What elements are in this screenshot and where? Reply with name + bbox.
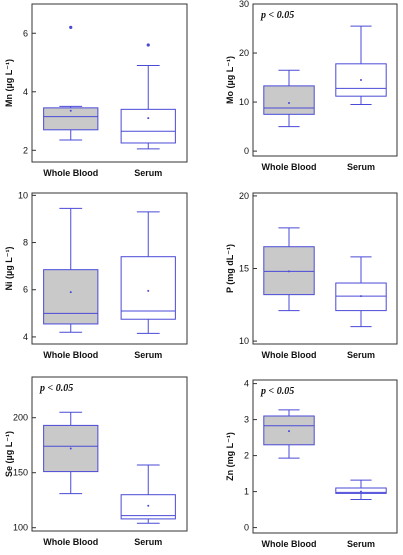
category-label-se-whole-blood: Whole Blood <box>43 537 98 547</box>
box-p-whole-blood <box>263 227 315 312</box>
y-tick-label-ni: 6 <box>23 285 28 295</box>
y-tick-label-mo: 10 <box>239 97 249 107</box>
panel-ni: 4 6 8 10 Ni (µg L⁻¹) Whole Blood Serum <box>4 190 188 360</box>
box-se-whole-blood <box>43 411 99 495</box>
outlier-point <box>69 25 73 30</box>
y-tick-label-se: 200 <box>13 413 28 423</box>
box-zn-whole-blood <box>263 409 315 459</box>
y-tick-label-p: 20 <box>239 191 249 201</box>
plot-frame-zn <box>252 379 398 534</box>
significance-label-mo: p < 0.05 <box>260 10 294 21</box>
y-tick-label-p: 10 <box>239 336 249 346</box>
box-zn-serum <box>335 479 387 501</box>
category-label-mo-serum: Serum <box>347 162 375 172</box>
box-iqr <box>120 494 176 520</box>
category-label-ni-serum: Serum <box>134 350 162 360</box>
y-tick-label-zn: 0 <box>244 523 249 533</box>
y-tick-label-ni: 4 <box>23 332 28 342</box>
box-ni-whole-blood <box>43 207 99 333</box>
category-label-ni-whole-blood: Whole Blood <box>43 350 98 360</box>
y-tick-label-mo: 30 <box>239 0 249 9</box>
category-label-mn-whole-blood: Whole Blood <box>43 168 98 178</box>
category-label-se-serum: Serum <box>134 537 162 547</box>
significance-label-se: p < 0.05 <box>39 383 73 394</box>
y-tick-label-zn: 1 <box>244 487 249 497</box>
y-axis-label-mo: Mo (µg L⁻¹) <box>225 56 235 104</box>
y-axis-label-zn: Zn (mg L⁻¹) <box>225 432 235 481</box>
category-label-mo-whole-blood: Whole Blood <box>262 162 317 172</box>
mean-marker <box>360 295 362 298</box>
mean-marker <box>360 79 362 81</box>
box-mo-serum <box>335 25 387 106</box>
panel-se: 100 150 200 Se (µg L⁻¹) p < 0.05 Whole Blood S… <box>4 376 188 547</box>
box-mo-whole-blood <box>263 69 315 128</box>
mean-marker <box>147 117 150 120</box>
box-iqr <box>43 107 99 131</box>
box-iqr <box>263 415 315 446</box>
box-ni-serum <box>120 211 176 334</box>
category-label-p-whole-blood: Whole Blood <box>262 350 317 360</box>
mean-marker <box>288 430 290 433</box>
mean-marker <box>69 291 72 294</box>
category-label-zn-serum: Serum <box>347 539 375 549</box>
y-tick-label-zn: 2 <box>244 451 249 461</box>
y-axis-label-ni: Ni (µg L⁻¹) <box>4 247 14 291</box>
significance-label-zn: p < 0.05 <box>260 386 294 397</box>
mean-marker <box>69 447 72 450</box>
panel-zn: 0 1 2 3 4 Zn (mg L⁻¹) p < 0.05 Whole Blood Serum <box>225 379 398 549</box>
y-tick-label-mn: 6 <box>23 28 28 38</box>
outlier-point <box>146 43 150 47</box>
mean-marker <box>147 289 150 292</box>
category-label-zn-whole-blood: Whole Blood <box>262 539 317 549</box>
y-tick-label-ni: 8 <box>23 238 28 248</box>
box-se-serum <box>120 464 176 524</box>
mean-marker <box>147 504 150 507</box>
box-iqr <box>263 85 315 115</box>
box-mn-whole-blood <box>43 25 99 141</box>
y-tick-label-p: 15 <box>239 264 249 274</box>
box-iqr <box>43 269 99 325</box>
box-mn-serum <box>120 43 176 150</box>
y-tick-label-ni: 10 <box>18 190 28 200</box>
box-p-serum <box>335 256 387 328</box>
panel-mo: 0 10 20 30 Mo (µg L⁻¹) p < 0.05 Whole Blood Ser… <box>225 0 398 172</box>
y-axis-label-se: Se (µg L⁻¹) <box>4 431 14 477</box>
y-tick-label-mn: 4 <box>23 87 28 97</box>
y-tick-label-zn: 4 <box>244 379 249 389</box>
mean-marker <box>288 270 290 273</box>
category-label-p-serum: Serum <box>347 350 375 360</box>
box-iqr <box>120 256 176 320</box>
y-tick-label-mo: 0 <box>244 146 249 156</box>
mean-marker <box>69 109 72 112</box>
box-iqr <box>120 108 176 144</box>
y-tick-label-zn: 3 <box>244 415 249 425</box>
panel-mn: 2 4 6 Mn (µg L⁻¹) Whole Blood Serum <box>4 3 188 178</box>
y-tick-label-mn: 2 <box>23 145 28 155</box>
y-tick-label-se: 150 <box>13 468 28 478</box>
y-axis-label-mn: Mn (µg L⁻¹) <box>4 59 14 107</box>
mean-marker <box>288 102 290 105</box>
category-label-mn-serum: Serum <box>134 168 162 178</box>
y-tick-label-se: 100 <box>13 523 28 533</box>
panel-p: 10 15 20 P (mg dL⁻¹) Whole Blood Serum <box>225 191 398 360</box>
mean-marker <box>360 490 362 493</box>
y-axis-label-p: P (mg dL⁻¹) <box>225 244 235 293</box>
y-tick-label-mo: 20 <box>239 48 249 58</box>
